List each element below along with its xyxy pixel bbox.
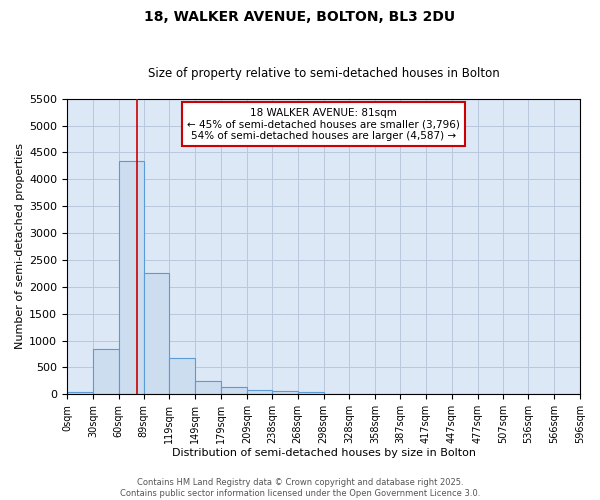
Bar	[169, 358, 195, 394]
Title: Size of property relative to semi-detached houses in Bolton: Size of property relative to semi-detach…	[148, 66, 499, 80]
Bar	[67, 392, 93, 394]
Text: 18 WALKER AVENUE: 81sqm
← 45% of semi-detached houses are smaller (3,796)
54% of: 18 WALKER AVENUE: 81sqm ← 45% of semi-de…	[187, 108, 460, 141]
Bar	[247, 390, 272, 394]
Text: 18, WALKER AVENUE, BOLTON, BL3 2DU: 18, WALKER AVENUE, BOLTON, BL3 2DU	[145, 10, 455, 24]
Bar	[93, 348, 119, 394]
Bar	[221, 388, 247, 394]
Bar	[298, 392, 323, 394]
Y-axis label: Number of semi-detached properties: Number of semi-detached properties	[15, 144, 25, 350]
X-axis label: Distribution of semi-detached houses by size in Bolton: Distribution of semi-detached houses by …	[172, 448, 476, 458]
Bar	[143, 274, 169, 394]
Bar	[195, 381, 221, 394]
Text: Contains HM Land Registry data © Crown copyright and database right 2025.
Contai: Contains HM Land Registry data © Crown c…	[120, 478, 480, 498]
Bar	[119, 160, 143, 394]
Bar	[272, 392, 298, 394]
